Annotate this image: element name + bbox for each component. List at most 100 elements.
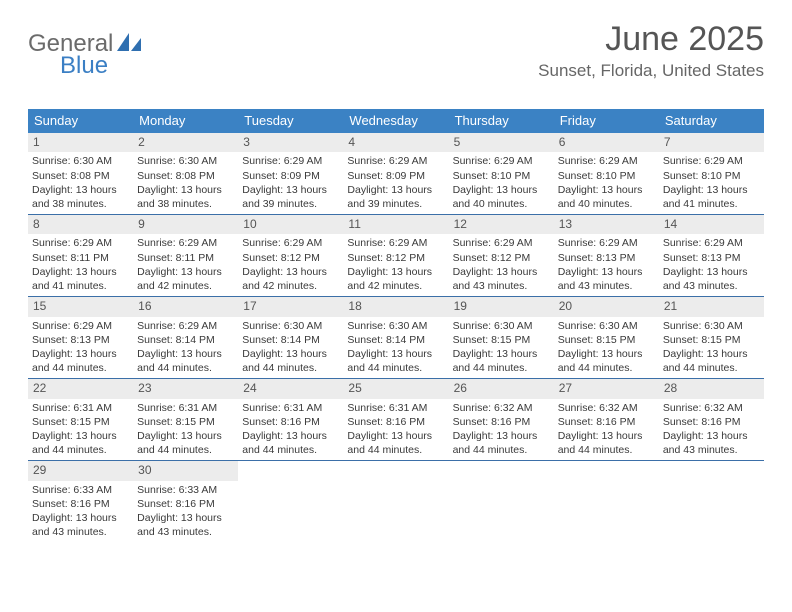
- daylight-text: Daylight: 13 hours and 44 minutes.: [558, 429, 655, 457]
- day-body: Sunrise: 6:30 AMSunset: 8:14 PMDaylight:…: [238, 317, 343, 376]
- day-number: 14: [659, 215, 764, 234]
- day-body: Sunrise: 6:29 AMSunset: 8:13 PMDaylight:…: [554, 234, 659, 293]
- page-header: General June 2025 Sunset, Florida, Unite…: [28, 20, 764, 81]
- page-subtitle: Sunset, Florida, United States: [538, 61, 764, 81]
- sunset-text: Sunset: 8:10 PM: [558, 169, 655, 183]
- day-cell: [343, 461, 448, 542]
- daylight-text: Daylight: 13 hours and 43 minutes.: [453, 265, 550, 293]
- logo-blue-text-wrap: Blue: [28, 52, 108, 80]
- day-number: 22: [28, 379, 133, 398]
- sunset-text: Sunset: 8:15 PM: [453, 333, 550, 347]
- daylight-text: Daylight: 13 hours and 44 minutes.: [453, 429, 550, 457]
- week-row: 22 Sunrise: 6:31 AMSunset: 8:15 PM Dayligh…: [28, 379, 764, 461]
- sunrise-text: Sunrise: 6:29 AM: [137, 319, 234, 333]
- sunset-text: Sunset: 8:16 PM: [32, 497, 129, 511]
- day-number: 23: [133, 379, 238, 398]
- logo-text-blue: Blue: [60, 52, 108, 79]
- daylight-text: Daylight: 13 hours and 40 minutes.: [558, 183, 655, 211]
- day-body: Sunrise: 6:32 AMSunset: 8:16 PMDaylight:…: [449, 399, 554, 458]
- sunrise-text: Sunrise: 6:33 AM: [32, 483, 129, 497]
- daylight-text: Daylight: 13 hours and 43 minutes.: [32, 511, 129, 539]
- day-cell: 7Sunrise: 6:29 AMSunset: 8:10 PMDaylight…: [659, 133, 764, 214]
- sunset-text: Sunset: 8:15 PM: [663, 333, 760, 347]
- sunrise-text: Sunrise: 6:32 AM: [453, 401, 550, 415]
- day-cell: [449, 461, 554, 542]
- daylight-text: Daylight: 13 hours and 44 minutes.: [242, 347, 339, 375]
- week-row: 15Sunrise: 6:29 AMSunset: 8:13 PMDayligh…: [28, 297, 764, 379]
- day-body: Sunrise: 6:30 AMSunset: 8:14 PMDaylight:…: [343, 317, 448, 376]
- day-cell: 13Sunrise: 6:29 AMSunset: 8:13 PMDayligh…: [554, 215, 659, 296]
- day-cell: 2Sunrise: 6:30 AMSunset: 8:08 PMDaylight…: [133, 133, 238, 214]
- week-row: 29Sunrise: 6:33 AMSunset: 8:16 PMDayligh…: [28, 461, 764, 542]
- day-cell: 28Sunrise: 6:32 AMSunset: 8:16 PMDayligh…: [659, 379, 764, 460]
- day-number: 12: [449, 215, 554, 234]
- sunrise-text: Sunrise: 6:30 AM: [453, 319, 550, 333]
- sunrise-text: Sunrise: 6:29 AM: [242, 154, 339, 168]
- day-number: 13: [554, 215, 659, 234]
- day-number: 7: [659, 133, 764, 152]
- day-body: Sunrise: 6:29 AMSunset: 8:12 PMDaylight:…: [238, 234, 343, 293]
- day-body: Sunrise: 6:30 AMSunset: 8:15 PMDaylight:…: [554, 317, 659, 376]
- sunset-text: Sunset: 8:15 PM: [558, 333, 655, 347]
- day-body: Sunrise: 6:30 AMSunset: 8:15 PMDaylight:…: [659, 317, 764, 376]
- day-cell: 18Sunrise: 6:30 AMSunset: 8:14 PMDayligh…: [343, 297, 448, 378]
- sunset-text: Sunset: 8:12 PM: [242, 251, 339, 265]
- day-number: 24: [238, 379, 343, 398]
- sunrise-text: Sunrise: 6:29 AM: [347, 236, 444, 250]
- day-body: Sunrise: 6:29 AMSunset: 8:11 PMDaylight:…: [133, 234, 238, 293]
- day-number: 5: [449, 133, 554, 152]
- day-number: 2: [133, 133, 238, 152]
- day-body: Sunrise: 6:29 AMSunset: 8:11 PMDaylight:…: [28, 234, 133, 293]
- sunset-text: Sunset: 8:10 PM: [663, 169, 760, 183]
- day-cell: 14Sunrise: 6:29 AMSunset: 8:13 PMDayligh…: [659, 215, 764, 296]
- day-number: 4: [343, 133, 448, 152]
- daylight-text: Daylight: 13 hours and 43 minutes.: [663, 429, 760, 457]
- sunset-text: Sunset: 8:08 PM: [32, 169, 129, 183]
- sunrise-text: Sunrise: 6:30 AM: [558, 319, 655, 333]
- day-body: Sunrise: 6:30 AMSunset: 8:08 PMDaylight:…: [133, 152, 238, 211]
- page-title: June 2025: [538, 20, 764, 59]
- sunrise-text: Sunrise: 6:29 AM: [32, 319, 129, 333]
- sunset-text: Sunset: 8:15 PM: [32, 415, 129, 429]
- sunset-text: Sunset: 8:11 PM: [32, 251, 129, 265]
- day-cell: 24Sunrise: 6:31 AMSunset: 8:16 PMDayligh…: [238, 379, 343, 460]
- sunrise-text: Sunrise: 6:29 AM: [32, 236, 129, 250]
- sunset-text: Sunset: 8:16 PM: [453, 415, 550, 429]
- sunset-text: Sunset: 8:13 PM: [32, 333, 129, 347]
- dow-tuesday: Tuesday: [238, 109, 343, 133]
- daylight-text: Daylight: 13 hours and 44 minutes.: [347, 347, 444, 375]
- sunset-text: Sunset: 8:13 PM: [663, 251, 760, 265]
- sunset-text: Sunset: 8:14 PM: [242, 333, 339, 347]
- day-cell: 26Sunrise: 6:32 AMSunset: 8:16 PMDayligh…: [449, 379, 554, 460]
- sunrise-text: Sunrise: 6:29 AM: [558, 236, 655, 250]
- sunset-text: Sunset: 8:14 PM: [137, 333, 234, 347]
- day-body: Sunrise: 6:29 AMSunset: 8:14 PMDaylight:…: [133, 317, 238, 376]
- sunrise-text: Sunrise: 6:29 AM: [137, 236, 234, 250]
- sunset-text: Sunset: 8:09 PM: [347, 169, 444, 183]
- title-block: June 2025 Sunset, Florida, United States: [538, 20, 764, 81]
- logo-sail-icon: [115, 31, 143, 58]
- day-body: Sunrise: 6:29 AMSunset: 8:12 PMDaylight:…: [343, 234, 448, 293]
- day-cell: 1Sunrise: 6:30 AMSunset: 8:08 PMDaylight…: [28, 133, 133, 214]
- day-body: Sunrise: 6:32 AMSunset: 8:16 PMDaylight:…: [554, 399, 659, 458]
- day-cell: 20Sunrise: 6:30 AMSunset: 8:15 PMDayligh…: [554, 297, 659, 378]
- sunset-text: Sunset: 8:16 PM: [663, 415, 760, 429]
- sunset-text: Sunset: 8:14 PM: [347, 333, 444, 347]
- daylight-text: Daylight: 13 hours and 42 minutes.: [242, 265, 339, 293]
- day-cell: 5Sunrise: 6:29 AMSunset: 8:10 PMDaylight…: [449, 133, 554, 214]
- day-body: Sunrise: 6:29 AMSunset: 8:13 PMDaylight:…: [659, 234, 764, 293]
- daylight-text: Daylight: 13 hours and 44 minutes.: [137, 347, 234, 375]
- sunrise-text: Sunrise: 6:29 AM: [347, 154, 444, 168]
- day-body: Sunrise: 6:29 AMSunset: 8:10 PMDaylight:…: [554, 152, 659, 211]
- sunset-text: Sunset: 8:16 PM: [558, 415, 655, 429]
- sunrise-text: Sunrise: 6:29 AM: [453, 236, 550, 250]
- sunrise-text: Sunrise: 6:32 AM: [558, 401, 655, 415]
- dow-wednesday: Wednesday: [343, 109, 448, 133]
- calendar: Sunday Monday Tuesday Wednesday Thursday…: [28, 109, 764, 542]
- day-number: 25: [343, 379, 448, 398]
- daylight-text: Daylight: 13 hours and 43 minutes.: [137, 511, 234, 539]
- day-cell: 16Sunrise: 6:29 AMSunset: 8:14 PMDayligh…: [133, 297, 238, 378]
- daylight-text: Daylight: 13 hours and 43 minutes.: [663, 265, 760, 293]
- day-cell: [554, 461, 659, 542]
- sunrise-text: Sunrise: 6:31 AM: [32, 401, 129, 415]
